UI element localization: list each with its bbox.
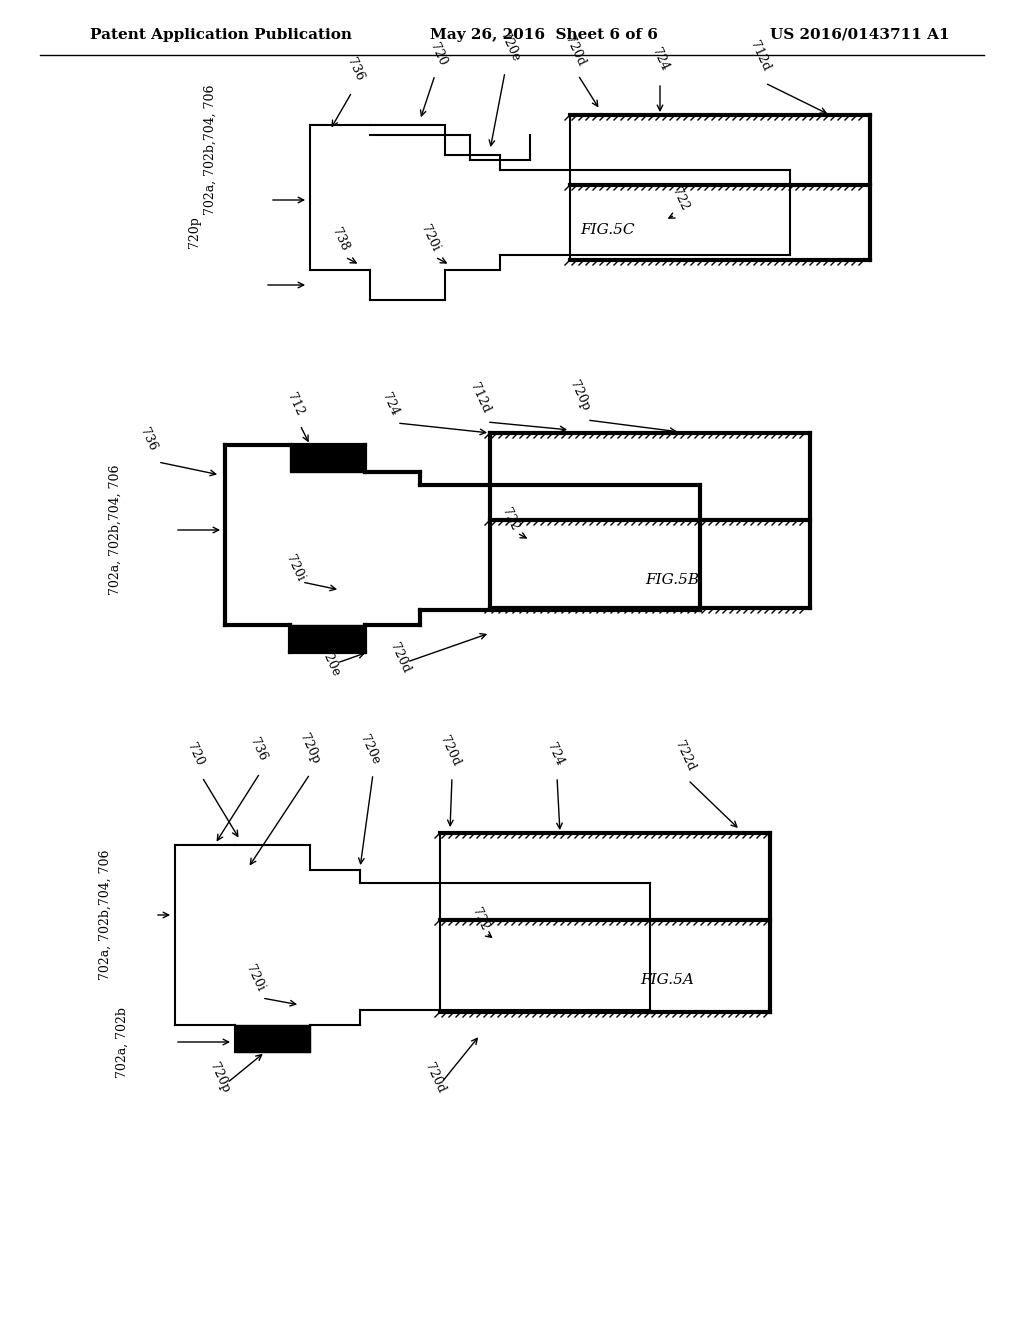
Text: 720i: 720i	[244, 962, 267, 993]
Text: FIG.5B: FIG.5B	[645, 573, 699, 587]
Text: 720d: 720d	[437, 734, 463, 768]
Text: 702a, 702b,704, 706: 702a, 702b,704, 706	[204, 84, 216, 215]
Text: 738: 738	[329, 226, 351, 253]
Text: Patent Application Publication: Patent Application Publication	[90, 28, 352, 42]
Text: 720i: 720i	[284, 552, 307, 583]
Text: 720: 720	[427, 41, 449, 69]
Text: 720: 720	[184, 741, 206, 768]
Text: 724: 724	[544, 741, 566, 768]
Text: 722d: 722d	[673, 739, 697, 774]
Text: 736: 736	[344, 55, 366, 83]
Text: 712d: 712d	[748, 38, 773, 73]
Text: 712: 712	[284, 391, 306, 418]
Text: 720d: 720d	[562, 33, 588, 69]
Text: 720e: 720e	[357, 733, 383, 766]
Text: 722: 722	[669, 186, 691, 213]
Text: FIG.5A: FIG.5A	[640, 973, 694, 987]
Text: 722: 722	[499, 506, 521, 533]
Polygon shape	[290, 445, 365, 473]
Text: 724: 724	[649, 46, 671, 73]
Text: 724: 724	[379, 391, 401, 418]
Polygon shape	[234, 1026, 310, 1052]
Text: May 26, 2016  Sheet 6 of 6: May 26, 2016 Sheet 6 of 6	[430, 28, 657, 42]
Text: FIG.5C: FIG.5C	[580, 223, 635, 238]
Text: 736: 736	[247, 735, 269, 763]
Text: 702a, 702b: 702a, 702b	[116, 1006, 128, 1077]
Text: 720d: 720d	[422, 1060, 447, 1096]
Text: 720p: 720p	[567, 379, 593, 413]
Text: 702a, 702b,704, 706: 702a, 702b,704, 706	[98, 850, 112, 981]
Text: 720e: 720e	[498, 29, 522, 63]
Text: 720p: 720p	[188, 216, 202, 248]
Text: 720e: 720e	[317, 644, 342, 678]
Text: 720p: 720p	[208, 1060, 232, 1096]
Text: 720i: 720i	[418, 222, 441, 253]
Text: 720p: 720p	[297, 731, 323, 766]
Polygon shape	[290, 624, 365, 652]
Text: 720d: 720d	[387, 640, 413, 675]
Text: 702a, 702b,704, 706: 702a, 702b,704, 706	[109, 465, 122, 595]
Text: 712d: 712d	[467, 380, 493, 414]
Text: 736: 736	[137, 426, 159, 453]
Text: 722: 722	[469, 906, 490, 933]
Text: US 2016/0143711 A1: US 2016/0143711 A1	[770, 28, 949, 42]
